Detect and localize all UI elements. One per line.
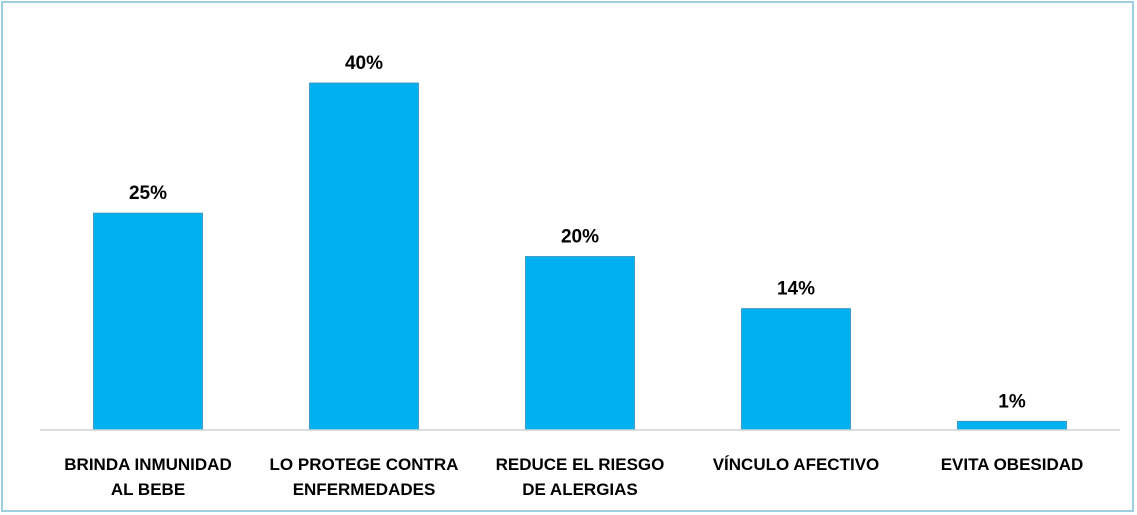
category-label-line: DE ALERGIAS bbox=[522, 480, 638, 499]
category-label-1: BRINDA INMUNIDAD AL BEBE bbox=[64, 455, 231, 499]
category-label-5: EVITA OBESIDAD bbox=[941, 455, 1084, 474]
data-label-1: 25% bbox=[129, 183, 167, 204]
category-label-line: ENFERMEDADES bbox=[293, 480, 436, 499]
category-label-3: REDUCE EL RIESGO DE ALERGIAS bbox=[496, 455, 665, 499]
category-labels-group: BRINDA INMUNIDAD AL BEBE LO PROTEGE CONTRA… bbox=[64, 455, 1083, 499]
data-label-4: 14% bbox=[777, 279, 815, 300]
bar-4 bbox=[741, 308, 851, 431]
category-label-4: VÍNCULO AFECTIVO bbox=[713, 455, 880, 474]
category-label-line: LO PROTEGE CONTRA bbox=[270, 455, 459, 474]
bar-1 bbox=[93, 212, 203, 431]
bars-group bbox=[93, 82, 1067, 431]
category-label-line: AL BEBE bbox=[111, 480, 185, 499]
data-label-5: 1% bbox=[998, 391, 1026, 412]
category-label-line: EVITA OBESIDAD bbox=[941, 455, 1084, 474]
category-label-line: REDUCE EL RIESGO bbox=[496, 455, 665, 474]
data-label-2: 40% bbox=[345, 53, 383, 74]
category-label-2: LO PROTEGE CONTRA ENFERMEDADES bbox=[270, 455, 459, 499]
bar-3 bbox=[525, 256, 635, 431]
data-labels-group: 25% 40% 20% 14% 1% bbox=[129, 53, 1026, 412]
bar-5 bbox=[957, 420, 1067, 431]
bar-2 bbox=[309, 82, 419, 431]
data-label-3: 20% bbox=[561, 227, 599, 248]
category-label-line: BRINDA INMUNIDAD bbox=[64, 455, 231, 474]
category-label-line: VÍNCULO AFECTIVO bbox=[713, 455, 880, 474]
